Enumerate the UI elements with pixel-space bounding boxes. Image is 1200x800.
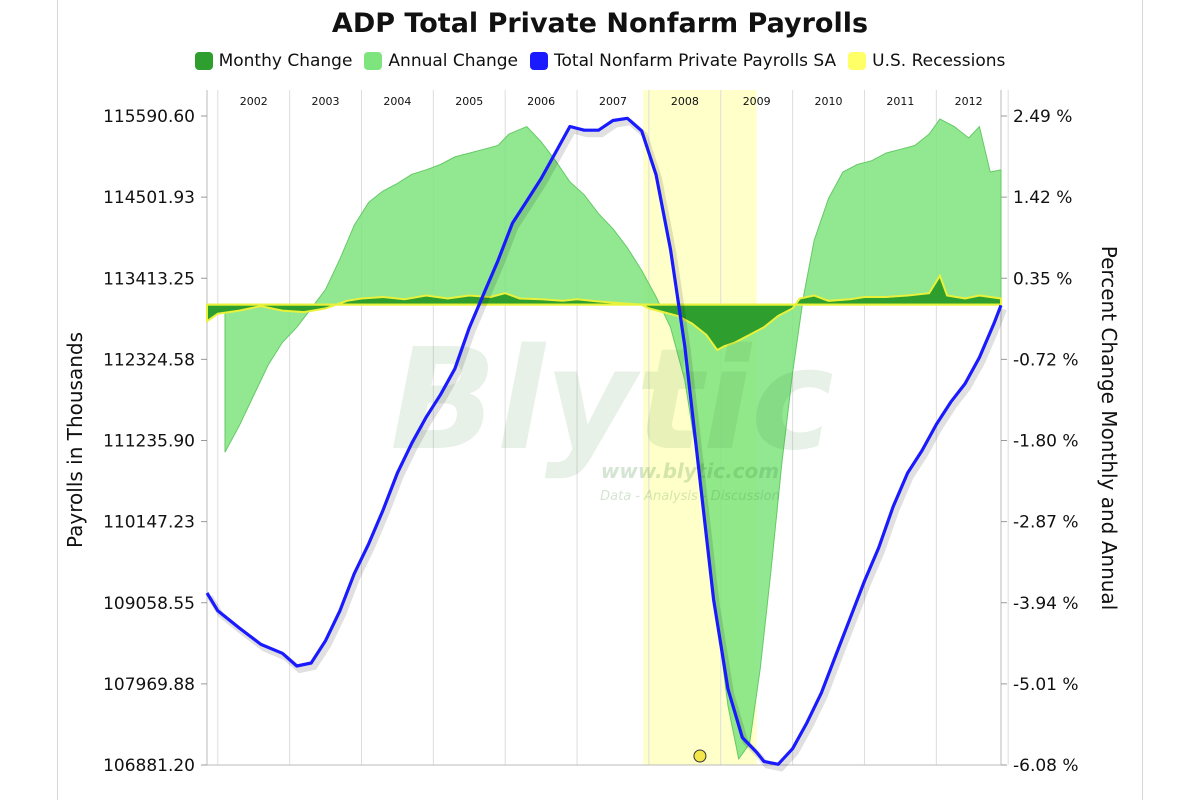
watermark-brand: Blytic (390, 319, 834, 482)
x-tick-label: 2011 (886, 95, 914, 108)
x-tick-label: 2009 (743, 95, 771, 108)
x-tick-label: 2005 (455, 95, 483, 108)
legend-swatch (194, 52, 213, 70)
chart-title: ADP Total Private Nonfarm Payrolls (331, 8, 869, 39)
legend-label: Annual Change (388, 51, 519, 71)
x-tick-label: 2004 (383, 95, 411, 108)
watermark-url: www.blytic.com (601, 459, 779, 483)
x-tick-label: 2006 (527, 95, 555, 108)
y-tick-label: 113413.25 (103, 269, 195, 289)
y2-tick-label: -2.87 % (1013, 513, 1079, 533)
y-axis-title: Payrolls in Thousands (63, 332, 87, 548)
x-tick-label: 2003 (312, 95, 340, 108)
legend-label: Monthy Change (218, 51, 353, 71)
y-tick-label: 109058.55 (103, 594, 195, 614)
y2-tick-label: 0.35 % (1013, 269, 1072, 289)
legend-swatch (848, 52, 867, 70)
y-tick-label: 111235.90 (103, 432, 195, 452)
legend-label: U.S. Recessions (872, 51, 1006, 71)
y2-tick-label: -0.72 % (1013, 350, 1079, 370)
x-tick-label: 2002 (240, 95, 268, 108)
y-tick-label: 106881.20 (103, 756, 195, 776)
recession-marker[interactable] (693, 749, 707, 763)
legend-item[interactable]: Annual Change (364, 51, 518, 71)
x-tick-label: 2010 (815, 95, 843, 108)
y-tick-label: 112324.58 (103, 350, 195, 370)
y-tick-label: 114501.93 (103, 188, 195, 208)
y2-tick-label: 2.49 % (1013, 107, 1072, 127)
legend-item[interactable]: Total Nonfarm Private Payrolls SA (530, 51, 836, 71)
y2-tick-label: -3.94 % (1013, 594, 1079, 614)
legend-item[interactable]: Monthy Change (194, 51, 353, 71)
y-tick-label: 110147.23 (103, 513, 195, 533)
y2-tick-label: -6.08 % (1013, 756, 1079, 776)
y-tick-label: 115590.60 (103, 107, 195, 127)
payroll-line[interactable] (205, 116, 1003, 766)
x-tick-label: 2007 (599, 95, 627, 108)
x-tick-label: 2012 (955, 95, 983, 108)
annual-change-area[interactable] (224, 118, 1002, 761)
monthly-change-area[interactable] (206, 273, 1002, 352)
legend-swatch (530, 52, 549, 70)
legend: Monthy Change Annual Change Total Nonfarm … (0, 51, 1200, 71)
y2-tick-label: 1.42 % (1013, 188, 1072, 208)
recession-marker-dot (693, 749, 707, 763)
y2-tick-label: -1.80 % (1013, 432, 1079, 452)
y2-axis-title: Percent Change Monthly and Annual (1097, 246, 1121, 610)
y-tick-label: 107969.88 (103, 675, 195, 695)
x-tick-label: 2008 (671, 95, 699, 108)
payroll-line-shadow (207, 119, 1007, 772)
legend-label: Total Nonfarm Private Payrolls SA (554, 51, 837, 71)
legend-swatch (364, 52, 383, 70)
watermark-tagline: Data - Analysis - Discussion (600, 489, 780, 504)
y2-tick-label: -5.01 % (1013, 675, 1079, 695)
legend-item[interactable]: U.S. Recessions (848, 51, 1005, 71)
